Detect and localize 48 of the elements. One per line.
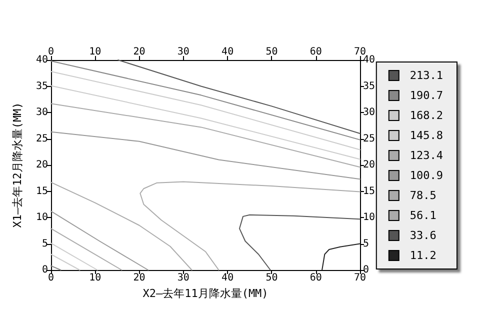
y-axis-title: X1—去年12月降水量(MM) — [11, 102, 24, 228]
x-tick-label: 70 — [354, 272, 366, 284]
x-tick-label: 40 — [222, 272, 234, 284]
x2-tick-label: 30 — [177, 46, 190, 58]
x-tick-label: 50 — [266, 272, 278, 284]
x-tick-label: 30 — [177, 272, 190, 284]
x2-tick-label: 40 — [222, 46, 234, 58]
legend-label: 190.7 — [410, 89, 444, 102]
legend-label: 78.5 — [410, 189, 436, 202]
x2-tick-label: 50 — [266, 46, 278, 58]
legend-label: 100.9 — [410, 169, 444, 182]
x-tick-label: 60 — [310, 272, 322, 284]
y-tick-label: 5 — [42, 238, 48, 250]
line-series — [322, 243, 360, 270]
y-tick-label: 30 — [36, 107, 48, 118]
x2-tick-label: 20 — [133, 46, 146, 58]
x2-tick-label: 70 — [354, 46, 366, 58]
legend-label: 145.8 — [410, 129, 444, 142]
legend-label: 168.2 — [410, 109, 444, 122]
y2-tick-label: 35 — [363, 80, 376, 92]
y-tick-label: 25 — [36, 133, 48, 144]
x-tick-label: 20 — [133, 272, 146, 284]
y2-tick-label: 15 — [363, 186, 376, 197]
legend-label: 56.1 — [410, 209, 436, 222]
y2-tick-label: 20 — [363, 160, 376, 170]
legend-label: 11.2 — [410, 249, 436, 262]
y-tick-label: 40 — [36, 54, 48, 66]
y2-tick-label: 40 — [363, 54, 376, 66]
line-series — [140, 181, 360, 270]
line-series — [50, 182, 192, 270]
y2-tick-label: 5 — [363, 238, 370, 250]
y2-tick-label: 30 — [363, 107, 376, 118]
legend-label: 213.1 — [410, 69, 444, 82]
y-tick-label: 15 — [36, 186, 48, 197]
y2-tick-label: 10 — [363, 212, 376, 223]
y-tick-label: 0 — [42, 264, 48, 276]
y-tick-label: 20 — [36, 160, 48, 170]
y-tick-label: 10 — [36, 212, 48, 223]
legend-label: 33.6 — [410, 229, 436, 242]
y-tick-label: 35 — [36, 80, 48, 92]
line-series — [238, 214, 360, 270]
x-axis-title: X2—去年11月降水量(MM) — [142, 287, 268, 300]
legend-label: 123.4 — [410, 149, 444, 162]
line-series — [118, 60, 360, 134]
y2-tick-label: 25 — [363, 133, 376, 144]
x-tick-label: 10 — [89, 272, 102, 284]
x2-tick-label: 10 — [89, 46, 102, 58]
x2-tick-label: 60 — [310, 46, 322, 58]
